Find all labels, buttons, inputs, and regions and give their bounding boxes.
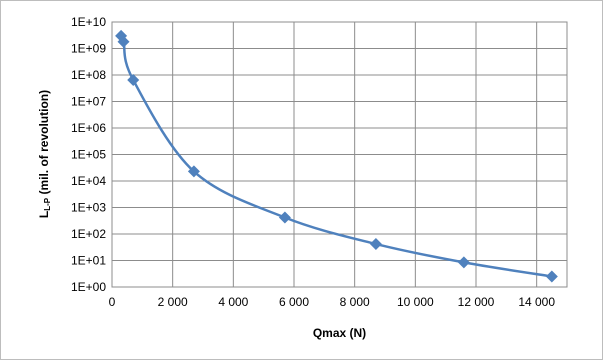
data-point-marker <box>369 237 382 250</box>
x-tick-label: 8 000 <box>340 295 370 309</box>
data-point-marker <box>278 211 291 224</box>
x-tick-label: 10 000 <box>397 295 434 309</box>
y-axis-title-main: L <box>37 211 51 218</box>
y-tick-label: 1E+09 <box>71 42 106 56</box>
x-tick-label: 0 <box>109 295 116 309</box>
y-tick-label: 1E+06 <box>71 121 106 135</box>
y-tick-labels: 1E+00 1E+01 1E+02 1E+03 1E+04 1E+05 1E+06 1E+07… <box>71 15 106 294</box>
y-tick-label: 1E+04 <box>71 174 106 188</box>
x-tick-label: 2 000 <box>158 295 188 309</box>
x-tick-label: 14 000 <box>518 295 555 309</box>
y-axis-title-rest: (mil. of revolution) <box>37 90 51 198</box>
x-axis-title: Qmax (N) <box>313 326 366 340</box>
y-axis-title-sub: L-P <box>43 197 52 211</box>
data-point-marker <box>117 35 130 48</box>
series-line <box>119 34 553 278</box>
y-tick-label: 1E+03 <box>71 201 106 215</box>
x-tick-label: 4 000 <box>218 295 248 309</box>
data-point-marker <box>457 256 470 269</box>
y-tick-label: 1E+01 <box>71 254 106 268</box>
y-tick-label: 1E+10 <box>71 15 106 29</box>
y-tick-label: 1E+05 <box>71 148 106 162</box>
data-point-marker <box>127 73 140 86</box>
x-tick-label: 12 000 <box>458 295 495 309</box>
x-tick-labels: 0 2 000 4 000 6 000 8 000 10 000 12 000 14 000 <box>109 295 556 309</box>
y-axis-title: LL-P (mil. of revolution) <box>37 90 52 218</box>
y-tick-label: 1E+08 <box>71 68 106 82</box>
y-tick-label: 1E+07 <box>71 95 106 109</box>
x-tick-label: 6 000 <box>279 295 309 309</box>
y-tick-label: 1E+00 <box>71 280 106 294</box>
y-tick-label: 1E+02 <box>71 227 106 241</box>
data-point-marker <box>187 165 200 178</box>
data-point-marker <box>545 270 558 283</box>
series-markers <box>115 29 558 283</box>
